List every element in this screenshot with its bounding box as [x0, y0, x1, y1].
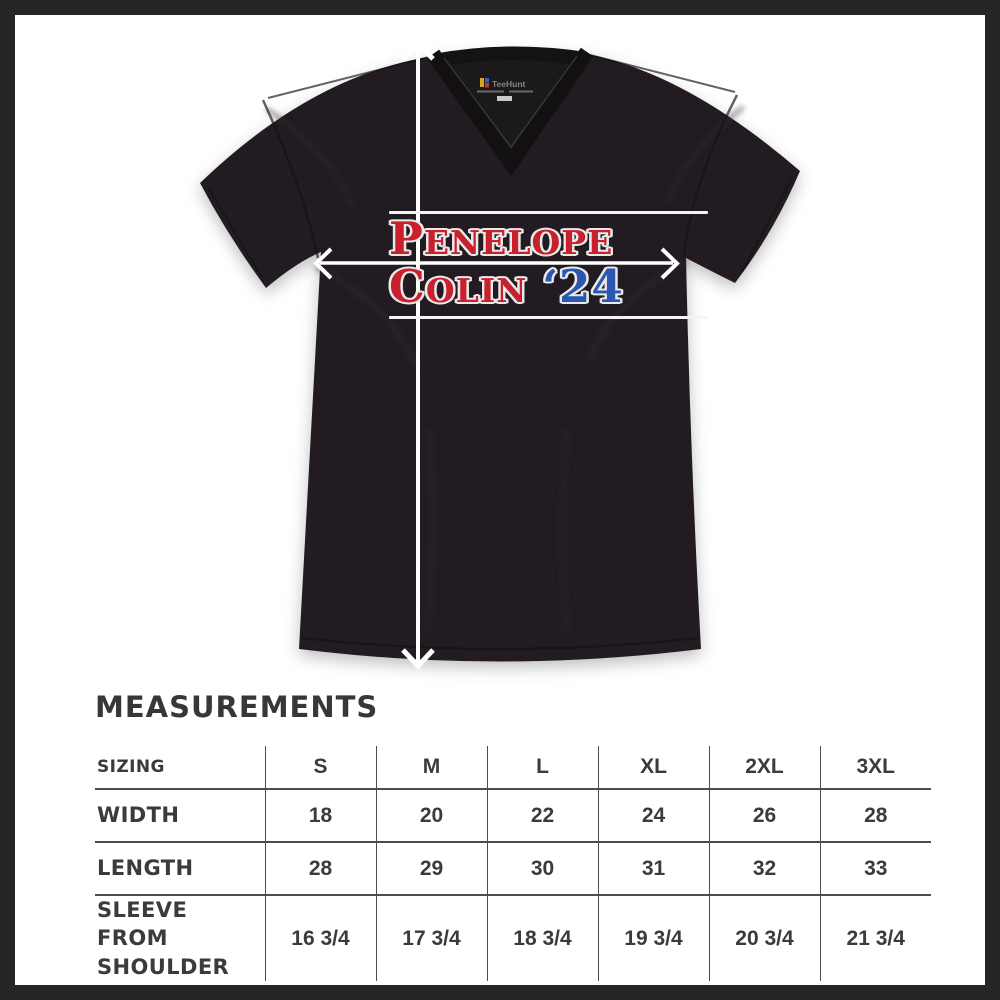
measurement-value-cell: 32 [708, 842, 820, 896]
graphic-name-bottom: COLIN [389, 260, 528, 313]
collar-seam [443, 55, 578, 149]
size-header-cell: L [486, 746, 598, 790]
measurement-value-cell: 18 3/4 [486, 895, 598, 982]
measurement-value-cell: 26 [708, 789, 820, 843]
measurements-title: MEASUREMENTS [95, 690, 379, 724]
fabric-wrinkles [266, 106, 744, 633]
size-header-cell: M [375, 746, 487, 790]
measurement-value-cell: 30 [486, 842, 598, 896]
measurement-arrows [313, 39, 680, 670]
graphic-bottom-rule [389, 316, 708, 319]
graphic-top-rule [389, 211, 708, 214]
measurement-value-cell: 19 3/4 [597, 895, 709, 982]
table-header-row: SIZING S M L XL 2XL 3XL [95, 746, 931, 790]
graphic-year: ‘24 [542, 260, 624, 313]
measurements-section: MEASUREMENTS SIZING S M L XL 2XL 3XL WID… [95, 690, 931, 982]
label-fineprint-line [509, 90, 533, 93]
measurement-value-cell: 31 [597, 842, 709, 896]
vertical-measure-arrow-icon [401, 39, 435, 670]
size-header-cell: XL [597, 746, 709, 790]
seam-lines [207, 53, 793, 651]
size-header-cell: 3XL [819, 746, 931, 790]
measurement-value-cell: 17 3/4 [375, 895, 487, 982]
back-collar-band [433, 46, 587, 67]
row-label-cell: WIDTH [95, 789, 265, 843]
label-fineprint-line [477, 90, 504, 93]
size-header-cell: S [264, 746, 376, 790]
shirt-graphic: PENELOPE COLIN ‘24 [389, 211, 708, 319]
label-size-tag [497, 96, 512, 101]
horizontal-measure-arrow-icon [313, 247, 680, 280]
table-row-sleeve: SLEEVE FROM SHOULDER 16 3/4 17 3/4 18 3/… [95, 895, 931, 982]
measurement-value-cell: 28 [819, 789, 931, 843]
brand-label: TeeHunt [477, 78, 533, 101]
measurement-value-cell: 21 3/4 [819, 895, 931, 982]
measurement-value-cell: 28 [264, 842, 376, 896]
measurement-value-cell: 16 3/4 [264, 895, 376, 982]
measurement-value-cell: 18 [264, 789, 376, 843]
graphic-name-top: PENELOPE [389, 212, 614, 265]
graphic-bottom-row: COLIN ‘24 [389, 260, 708, 313]
brand-logo-icon [480, 78, 484, 87]
tshirt-photo: TeeHunt [200, 39, 800, 670]
brand-logo-icon [485, 78, 489, 83]
row-label-cell: LENGTH [95, 842, 265, 896]
measurement-value-cell: 33 [819, 842, 931, 896]
row-label-cell: SLEEVE FROM SHOULDER [97, 898, 230, 979]
measurement-value-cell: 20 [375, 789, 487, 843]
sizing-label-cell: SIZING [95, 746, 265, 790]
brand-logo-icon [485, 83, 489, 88]
measurement-value-cell: 20 3/4 [708, 895, 820, 982]
size-chart-table: SIZING S M L XL 2XL 3XL WIDTH 18 20 22 2… [95, 746, 931, 982]
collar-band [426, 47, 594, 177]
measurement-value-cell: 24 [597, 789, 709, 843]
table-row-length: LENGTH 28 29 30 31 32 33 [95, 842, 931, 896]
brand-label-text: TeeHunt [492, 79, 526, 89]
measurement-value-cell: 22 [486, 789, 598, 843]
inner-back-panel [438, 60, 583, 158]
vneck-collar [426, 46, 594, 177]
measurement-value-cell: 29 [375, 842, 487, 896]
table-row-width: WIDTH 18 20 22 24 26 28 [95, 789, 931, 843]
size-header-cell: 2XL [708, 746, 820, 790]
